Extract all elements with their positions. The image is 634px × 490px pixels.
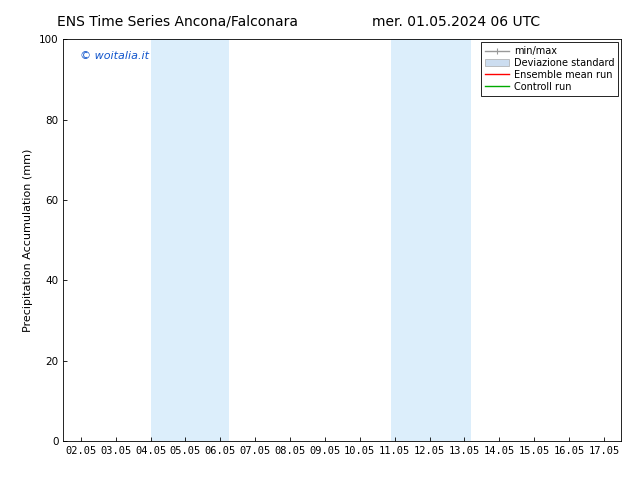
Bar [150,39,229,441]
Legend: min/max, Deviazione standard, Ensemble mean run, Controll run: min/max, Deviazione standard, Ensemble m… [481,42,618,96]
Bar [391,39,471,441]
Text: ENS Time Series Ancona/Falconara: ENS Time Series Ancona/Falconara [57,15,298,29]
Y-axis label: Precipitation Accumulation (mm): Precipitation Accumulation (mm) [23,148,34,332]
Text: © woitalia.it: © woitalia.it [80,51,149,61]
Text: mer. 01.05.2024 06 UTC: mer. 01.05.2024 06 UTC [372,15,541,29]
